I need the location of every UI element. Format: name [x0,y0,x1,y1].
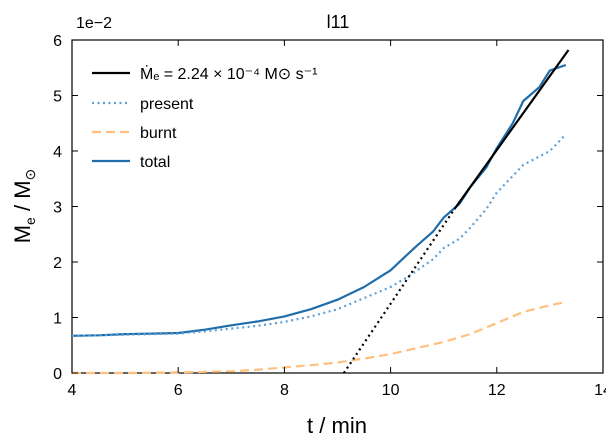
fit-line [453,49,570,210]
y-multiplier-label: 1e−2 [76,15,112,32]
x-tick-label: 14 [594,382,606,399]
y-axis-label-tail: / M [10,180,35,217]
series-layer [71,63,567,375]
x-tick-label: 8 [280,382,289,399]
legend: Ṁₑ = 2.24 × 10⁻⁴ M⊙ s⁻¹ present burnt to… [92,64,317,171]
y-axis: 0 1 2 3 4 5 6 [53,33,603,383]
y-tick-label: 3 [53,200,62,217]
x-tick-label: 4 [68,382,77,399]
chart-title: l11 [327,12,350,32]
y-axis-label-main: M [10,225,35,243]
y-tick-label: 6 [53,33,62,50]
y-axis-label-sub: e [22,217,38,225]
legend-label-total: total [140,154,170,171]
y-tick-label: 1 [53,311,62,328]
x-axis-label: t / min [307,413,367,437]
x-axis: 4 6 8 10 12 14 [68,40,606,399]
y-tick-label: 2 [53,255,62,272]
x-tick-label: 6 [174,382,183,399]
fit-layer [342,49,570,374]
x-tick-label: 10 [382,382,400,399]
y-axis-label: Me / M⊙ [10,169,38,244]
y-tick-label: 5 [53,89,62,106]
x-tick-label: 12 [488,382,506,399]
y-tick-label: 4 [53,144,62,161]
series-line-burnt [72,300,567,375]
series-line-present [71,133,567,337]
y-tick-label: 0 [53,366,62,383]
legend-label-burnt: burnt [140,125,177,142]
y-axis-label-sym: ⊙ [22,169,38,181]
legend-label-present: present [140,96,194,113]
legend-label-fit: Ṁₑ = 2.24 × 10⁻⁴ M⊙ s⁻¹ [140,64,317,83]
